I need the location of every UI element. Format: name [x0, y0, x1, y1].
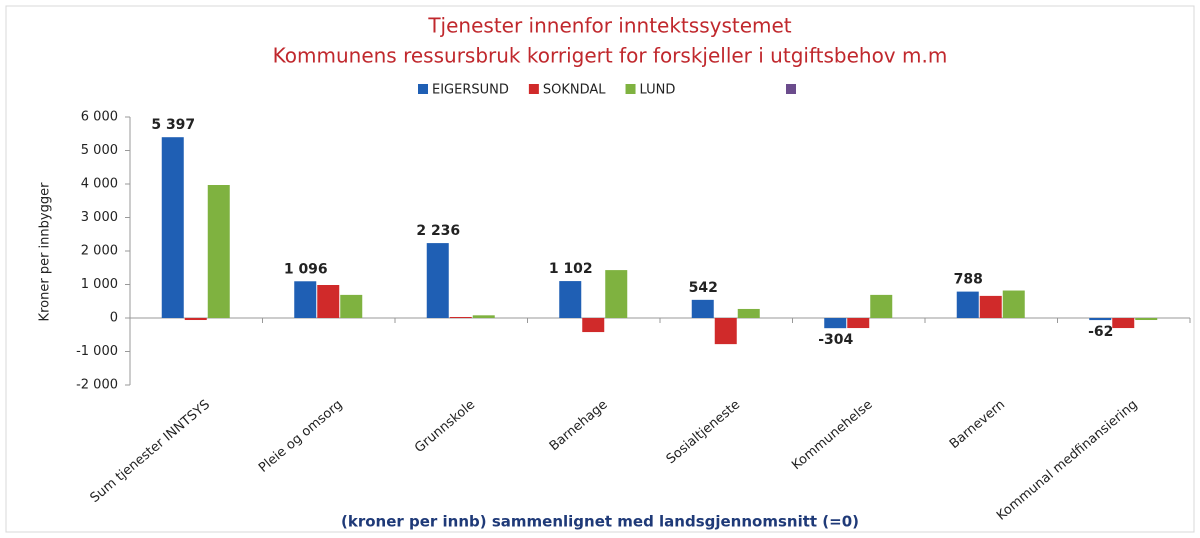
bar [714, 318, 737, 345]
bar [737, 308, 760, 318]
x-tick-label: Barnehage [547, 397, 611, 454]
bar [824, 318, 847, 329]
x-tick-label: Barnevern [947, 397, 1008, 452]
y-tick-label: 1 000 [81, 277, 118, 292]
bar [1002, 290, 1025, 318]
data-label: 5 397 [151, 117, 195, 133]
chart-subtitle: Kommunens ressursbruk korrigert for fors… [273, 44, 948, 68]
bar [472, 315, 495, 318]
y-tick-label: -1 000 [76, 344, 118, 359]
legend-swatch [418, 84, 428, 94]
legend-label: SOKNDAL [543, 83, 606, 98]
legend-swatch [786, 84, 796, 94]
bar [426, 243, 449, 318]
bar [161, 137, 184, 318]
x-tick-label: Grunnskole [412, 397, 478, 456]
data-label: 1 102 [549, 261, 593, 277]
y-tick-label: 6 000 [81, 110, 118, 125]
x-tick-label: Pleie og omsorg [256, 397, 346, 476]
bar [1112, 318, 1135, 329]
y-tick-label: 4 000 [81, 177, 118, 192]
bar [207, 185, 230, 318]
legend-label: EIGERSUND [432, 83, 509, 98]
legend-label: LUND [640, 83, 676, 98]
bar [340, 294, 363, 318]
data-label: 1 096 [284, 261, 328, 277]
y-tick-label: 2 000 [81, 244, 118, 259]
bar [979, 295, 1002, 318]
y-axis-label: Kroner per innbygger [38, 182, 53, 322]
y-tick-label: 5 000 [81, 143, 118, 158]
chart-title: Tjenester innenfor inntektssystemet [427, 14, 791, 38]
bar [317, 285, 340, 318]
y-tick-label: -2 000 [76, 378, 118, 393]
x-tick-label: Kommunehelse [789, 397, 875, 473]
bar [184, 318, 207, 321]
bar [449, 316, 472, 318]
legend-swatch [625, 84, 636, 94]
bar [956, 291, 979, 318]
bar [605, 270, 628, 318]
bar [294, 281, 317, 318]
data-label: 542 [689, 280, 718, 296]
chart-border [5, 5, 1195, 533]
data-label: 788 [954, 272, 983, 288]
y-tick-label: 3 000 [81, 210, 118, 225]
bar [691, 299, 714, 318]
bar [847, 318, 870, 329]
x-axis-label: (kroner per innb) sammenlignet med lands… [341, 513, 859, 531]
x-tick-label: Sosialtjeneste [664, 397, 743, 467]
x-tick-label: Sum tjenester INNTSYS [88, 397, 214, 506]
bar [1135, 318, 1158, 321]
data-label: -304 [818, 332, 853, 348]
data-label: 2 236 [416, 223, 460, 239]
legend-swatch [528, 84, 539, 94]
bar [870, 294, 893, 318]
bar [582, 318, 605, 333]
bar [1089, 318, 1112, 321]
x-tick-label: Kommunal medfinansiering [994, 397, 1141, 523]
y-tick-label: 0 [110, 311, 118, 326]
data-label: -62 [1088, 324, 1113, 340]
bar [559, 281, 582, 318]
